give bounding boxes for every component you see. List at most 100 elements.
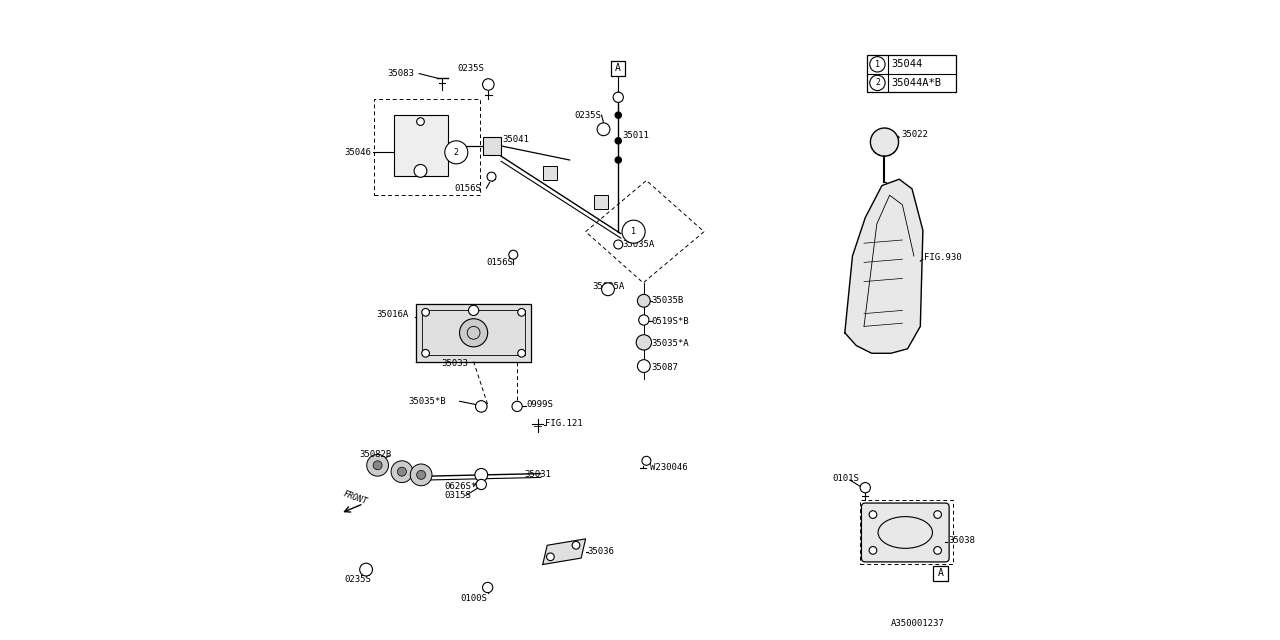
Text: 1: 1 <box>631 227 636 236</box>
Circle shape <box>475 468 488 481</box>
Circle shape <box>508 250 517 259</box>
Circle shape <box>613 92 623 102</box>
Text: 1: 1 <box>876 60 879 69</box>
Text: A: A <box>937 568 943 579</box>
Circle shape <box>422 349 430 357</box>
Circle shape <box>360 563 372 576</box>
Text: 35087: 35087 <box>652 363 678 372</box>
Text: 35041: 35041 <box>502 135 529 144</box>
Circle shape <box>637 360 650 372</box>
Circle shape <box>486 172 497 181</box>
Text: 35044: 35044 <box>891 60 923 69</box>
Text: FRONT: FRONT <box>342 490 369 507</box>
Text: 0100S: 0100S <box>461 594 486 603</box>
Circle shape <box>460 319 488 347</box>
Text: 35035A: 35035A <box>591 282 625 291</box>
Circle shape <box>614 138 622 144</box>
Circle shape <box>476 479 486 490</box>
Text: 35033: 35033 <box>442 359 468 368</box>
Text: 35082B: 35082B <box>360 450 392 459</box>
Circle shape <box>572 541 580 549</box>
Circle shape <box>602 283 614 296</box>
Text: 35046: 35046 <box>344 148 371 157</box>
Text: A: A <box>614 63 621 73</box>
Text: 35036: 35036 <box>588 547 614 556</box>
Circle shape <box>870 57 886 72</box>
Text: W230046: W230046 <box>650 463 687 472</box>
Circle shape <box>517 308 526 316</box>
Circle shape <box>512 401 522 412</box>
Circle shape <box>392 461 412 483</box>
Circle shape <box>934 511 942 518</box>
Text: 2: 2 <box>876 78 879 88</box>
Text: 35044A*B: 35044A*B <box>891 78 942 88</box>
Bar <box>484 137 502 155</box>
Bar <box>933 566 947 581</box>
Circle shape <box>614 112 622 118</box>
Circle shape <box>934 547 942 554</box>
Bar <box>611 61 625 76</box>
Circle shape <box>422 308 430 316</box>
Text: 0101S: 0101S <box>832 474 859 483</box>
Text: 35031: 35031 <box>525 470 552 479</box>
Circle shape <box>374 461 383 470</box>
FancyBboxPatch shape <box>861 503 950 562</box>
Text: 0156S: 0156S <box>454 184 481 193</box>
Text: FIG.930: FIG.930 <box>924 253 961 262</box>
Circle shape <box>870 76 886 91</box>
Text: 35022: 35022 <box>901 130 928 139</box>
Polygon shape <box>543 539 585 564</box>
Text: 35035B: 35035B <box>652 296 684 305</box>
Text: 0235S: 0235S <box>575 111 600 120</box>
Circle shape <box>416 470 425 479</box>
Text: 35035*A: 35035*A <box>652 339 689 348</box>
Text: 0626S*A: 0626S*A <box>445 482 483 491</box>
Circle shape <box>417 118 425 125</box>
Circle shape <box>445 141 468 164</box>
Circle shape <box>869 511 877 518</box>
Circle shape <box>636 335 652 350</box>
Circle shape <box>410 464 433 486</box>
Text: 35035A: 35035A <box>622 240 654 249</box>
Polygon shape <box>416 304 531 362</box>
Bar <box>868 55 956 92</box>
Circle shape <box>483 79 494 90</box>
Circle shape <box>468 305 479 316</box>
Text: 0315S: 0315S <box>445 491 471 500</box>
Circle shape <box>870 128 899 156</box>
Circle shape <box>614 157 622 163</box>
Text: 0999S: 0999S <box>526 400 553 409</box>
Circle shape <box>596 123 609 136</box>
Circle shape <box>641 456 652 465</box>
Circle shape <box>639 315 649 325</box>
Text: 35035*B: 35035*B <box>408 397 445 406</box>
Text: 0519S*B: 0519S*B <box>652 317 689 326</box>
Text: 0235S: 0235S <box>457 64 484 73</box>
Text: 35083: 35083 <box>387 69 413 78</box>
Circle shape <box>869 547 877 554</box>
Text: 35016A: 35016A <box>376 310 408 319</box>
Text: 2: 2 <box>454 148 458 157</box>
Circle shape <box>860 483 870 493</box>
Circle shape <box>404 129 438 163</box>
Circle shape <box>483 582 493 593</box>
Circle shape <box>614 240 623 249</box>
Text: 0156S: 0156S <box>486 258 513 267</box>
Circle shape <box>517 349 526 357</box>
Circle shape <box>637 294 650 307</box>
Text: 35011: 35011 <box>622 131 649 140</box>
Bar <box>543 166 557 180</box>
Circle shape <box>415 164 428 177</box>
Bar <box>394 115 448 176</box>
Circle shape <box>397 467 407 476</box>
Bar <box>594 195 608 209</box>
Text: 35038: 35038 <box>948 536 975 545</box>
Circle shape <box>547 553 554 561</box>
Text: FIG.121: FIG.121 <box>545 419 582 428</box>
Circle shape <box>367 454 389 476</box>
Circle shape <box>476 401 486 412</box>
Text: A350001237: A350001237 <box>891 620 945 628</box>
Text: 0235S: 0235S <box>344 575 371 584</box>
Circle shape <box>622 220 645 243</box>
Polygon shape <box>845 179 923 353</box>
